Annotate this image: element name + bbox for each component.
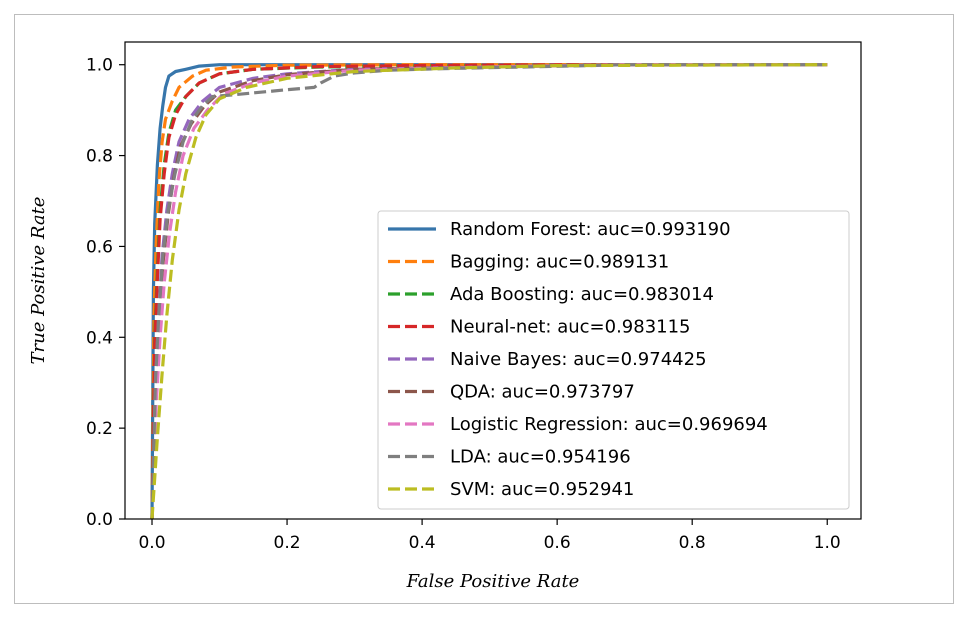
legend-label: Naive Bayes: auc=0.974425 (450, 349, 707, 370)
legend-label: Neural-net: auc=0.983115 (450, 317, 691, 338)
x-tick-label: 0.8 (679, 533, 706, 553)
x-tick-label: 0.0 (138, 533, 165, 553)
axis-ticks: 0.0 0.2 0.4 0.6 0.8 1.0 0.0 0.2 0.4 0.6 0.8 1.0 (86, 56, 841, 553)
series-lines (150, 63, 828, 520)
legend: Random Forest: auc=0.993190 Bagging: auc=… (377, 210, 850, 510)
legend-label: Ada Boosting: auc=0.983014 (450, 284, 714, 305)
legend-box (377, 210, 850, 510)
plot-area-border (124, 41, 862, 520)
legend-label: SVM: auc=0.952941 (450, 479, 634, 500)
legend-label: QDA: auc=0.973797 (450, 382, 635, 403)
series-line-3 (150, 63, 828, 520)
y-tick-label: 0.2 (86, 419, 113, 439)
x-tick-label: 0.6 (544, 533, 571, 553)
y-tick-label: 0.0 (86, 510, 113, 530)
legend-label: Random Forest: auc=0.993190 (450, 219, 731, 240)
y-axis-label: True Positive Rate (28, 197, 49, 365)
y-tick-label: 1.0 (86, 56, 113, 76)
series-line-7 (150, 63, 828, 520)
x-axis-label: False Positive Rate (406, 571, 580, 592)
series-line-8 (150, 63, 828, 520)
legend-label: LDA: auc=0.954196 (450, 447, 631, 468)
x-tick-label: 1.0 (814, 533, 841, 553)
x-tick-label: 0.4 (409, 533, 436, 553)
series-line-6 (150, 63, 828, 520)
series-line-1 (150, 63, 828, 520)
x-tick-label: 0.2 (274, 533, 301, 553)
y-tick-label: 0.6 (86, 237, 113, 257)
y-tick-label: 0.8 (86, 147, 113, 167)
legend-label: Logistic Regression: auc=0.969694 (450, 414, 768, 435)
y-tick-label: 0.4 (86, 328, 113, 348)
legend-label: Bagging: auc=0.989131 (450, 252, 669, 273)
